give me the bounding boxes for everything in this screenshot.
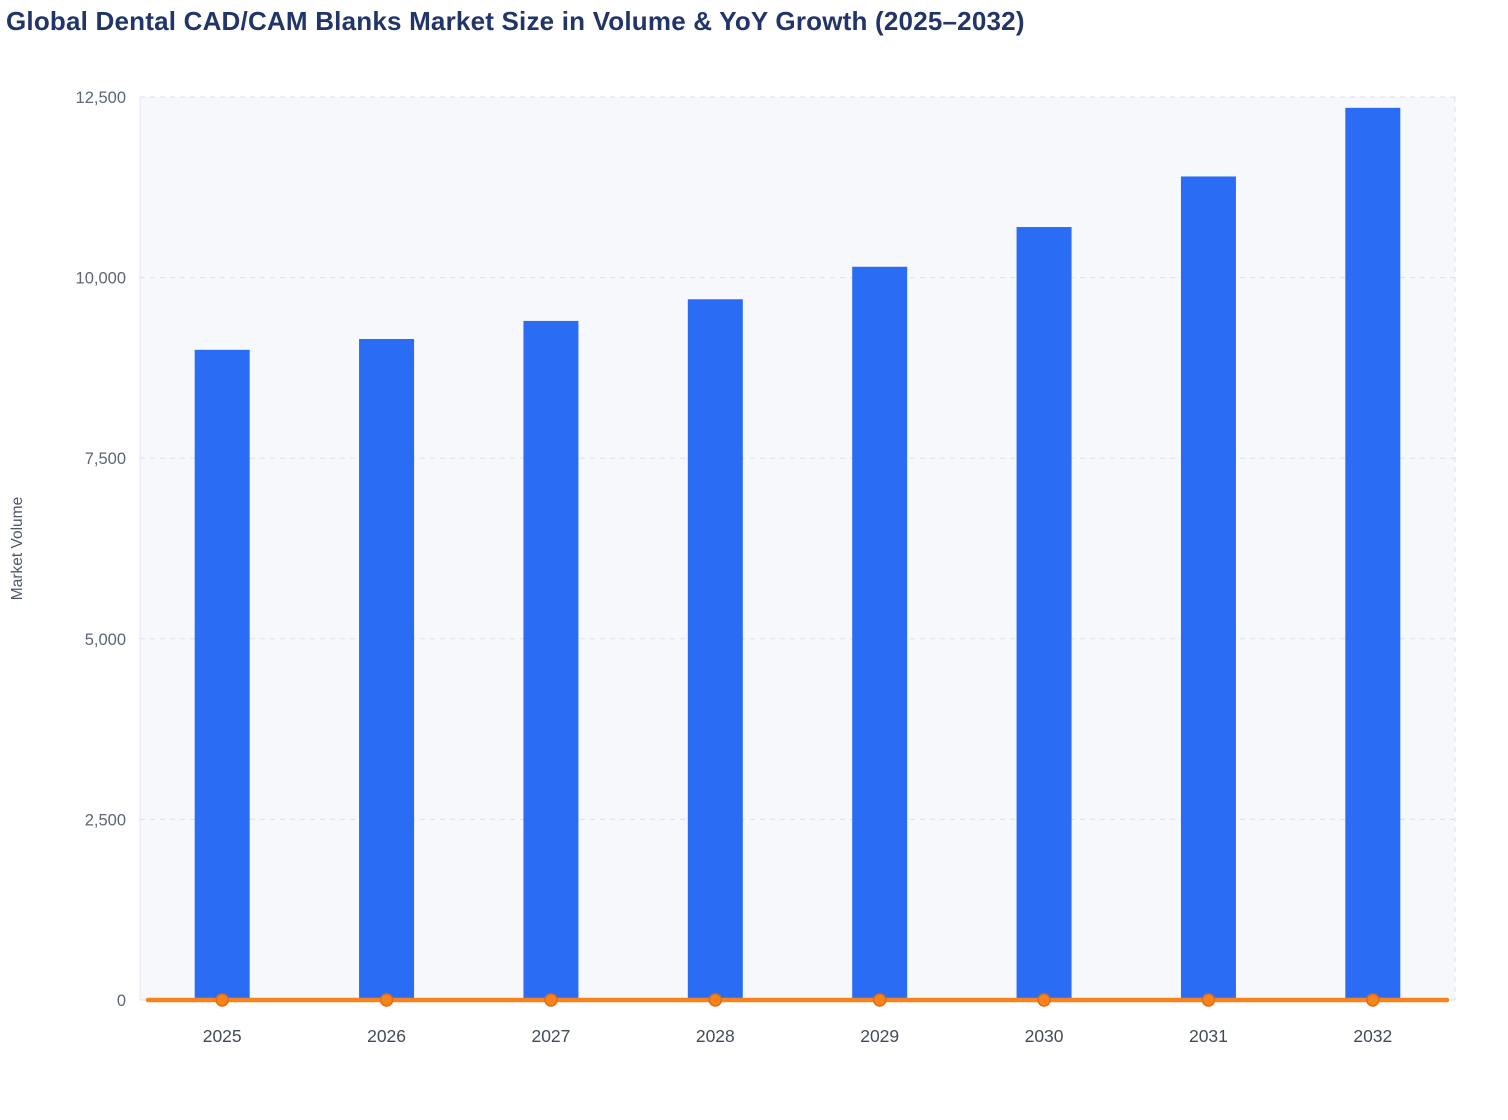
bar-2031 — [1180, 176, 1236, 1000]
x-tick-label: 2031 — [1189, 1026, 1228, 1046]
bar-2030 — [1016, 227, 1072, 1001]
plot-area — [140, 97, 1455, 1000]
x-tick-label: 2028 — [696, 1026, 735, 1046]
x-tick-label: 2027 — [531, 1026, 570, 1046]
x-tick-label: 2029 — [860, 1026, 899, 1046]
yoy-line-marker-2032 — [1366, 993, 1380, 1007]
yoy-line-marker-2027 — [544, 993, 558, 1007]
yoy-line-marker-2025 — [215, 993, 229, 1007]
yoy-line-marker-2026 — [379, 993, 394, 1007]
y-tick-label: 7,500 — [85, 450, 126, 468]
yoy-line-marker-2030 — [1037, 993, 1051, 1007]
yoy-line-marker-2031 — [1201, 993, 1216, 1007]
x-tick-label: 2030 — [1025, 1026, 1064, 1046]
y-tick-label: 2,500 — [85, 811, 126, 829]
x-tick-label: 2026 — [367, 1026, 406, 1046]
bar-2025 — [194, 349, 250, 1001]
y-tick-label: 10,000 — [76, 270, 126, 288]
market-volume-bar-chart: 0 2,500 5,000 7,500 10,000 12,500 2025 2026 2027… — [9, 89, 1456, 1046]
y-tick-label: 5,000 — [85, 631, 126, 649]
x-tick-label: 2025 — [203, 1026, 242, 1046]
y-tick-label: 12,500 — [76, 89, 126, 107]
y-tick-label: 0 — [117, 992, 126, 1010]
bar-2032 — [1345, 107, 1401, 1000]
bar-2026 — [359, 339, 415, 1000]
x-tick-label: 2032 — [1353, 1026, 1392, 1046]
chart-title: Global Dental CAD/CAM Blanks Market Size… — [6, 6, 1025, 36]
bar-2027 — [523, 320, 579, 1001]
y-axis-title: Market Volume — [9, 497, 26, 600]
bar-2028 — [687, 299, 743, 1001]
yoy-line-marker-2029 — [872, 993, 887, 1007]
bar-2029 — [852, 266, 908, 1000]
yoy-line-marker-2028 — [708, 993, 723, 1007]
